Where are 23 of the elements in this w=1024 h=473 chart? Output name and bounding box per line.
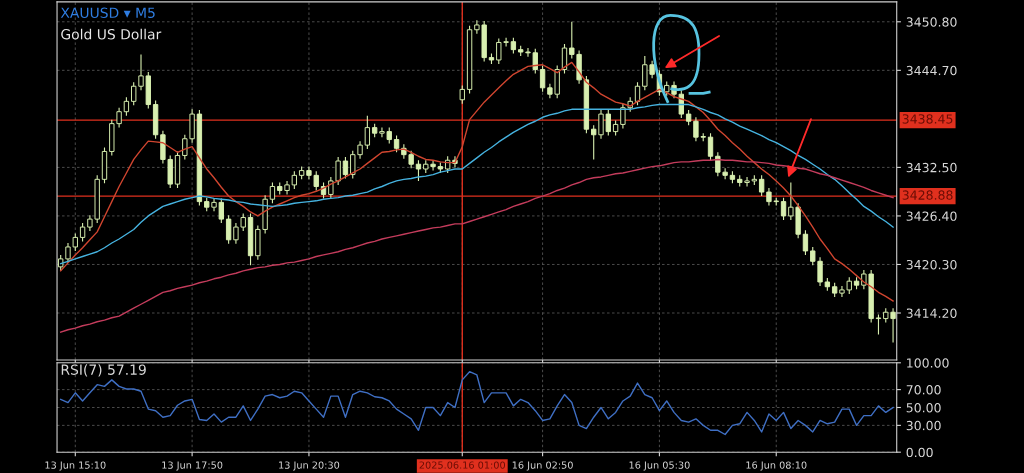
y-tick-label: 3426.40: [906, 211, 957, 221]
y-tick-label: 0.00: [906, 447, 933, 458]
x-tick-label: 16 Jun 08:10: [746, 461, 807, 471]
y-tick-label: 3420.30: [906, 259, 957, 270]
y-tick-label: 50.00: [906, 402, 941, 413]
x-tick-label: 2025.06.16 01:00: [419, 461, 506, 469]
y-tick-label: 3432.50: [906, 162, 957, 173]
x-tick-label: 13 Jun 17:50: [162, 461, 223, 471]
x-tick-label: 16 Jun 05:30: [629, 461, 690, 471]
x-tick-label: 13 Jun 20:30: [279, 461, 340, 471]
y-tick-label: 3414.20: [906, 308, 957, 318]
ref-line-label: 3438.45: [902, 114, 953, 124]
x-tick-label: 16 Jun 02:50: [512, 461, 573, 471]
x-tick-label: 13 Jun 15:10: [45, 461, 106, 471]
chart-title: RSI(7) 57.19: [61, 364, 146, 377]
y-tick-label: 30.00: [906, 420, 941, 431]
y-tick-label: 3444.70: [906, 65, 957, 76]
y-tick-label: 3450.80: [906, 17, 957, 27]
y-tick-label: 70.00: [906, 385, 941, 395]
text: Gold US Dollar: [61, 28, 162, 40]
y-tick-label: 100.00: [907, 358, 949, 368]
ref-line-label: 3428.88: [902, 190, 953, 200]
chart-title: XAUUSD ▾ M5: [60, 7, 155, 19]
